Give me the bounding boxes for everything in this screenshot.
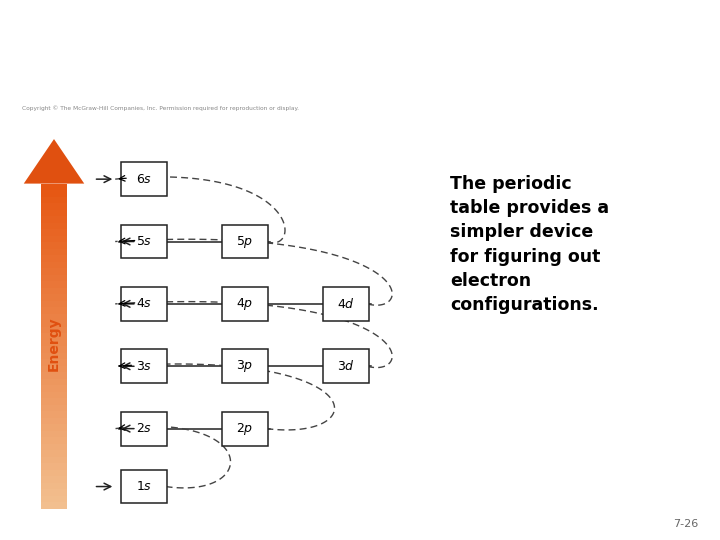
Text: 4$\it{s}$: 4$\it{s}$ [136, 298, 152, 310]
Text: Copyright © The McGraw-Hill Companies, Inc. Permission required for reproduction: Copyright © The McGraw-Hill Companies, I… [22, 106, 299, 111]
Text: 3$\it{p}$: 3$\it{p}$ [236, 358, 253, 374]
FancyBboxPatch shape [323, 287, 369, 321]
Text: 4$\it{d}$: 4$\it{d}$ [337, 297, 354, 311]
Text: 5$\it{s}$: 5$\it{s}$ [136, 235, 152, 248]
FancyBboxPatch shape [121, 287, 167, 321]
Text: 2$\it{p}$: 2$\it{p}$ [236, 421, 253, 437]
Text: The periodic
table provides a
simpler device
for figuring out
electron
configura: The periodic table provides a simpler de… [450, 175, 609, 314]
FancyBboxPatch shape [222, 411, 268, 446]
Text: 3$\it{s}$: 3$\it{s}$ [136, 360, 152, 373]
FancyBboxPatch shape [121, 411, 167, 446]
Text: Pneumonic device for electron
configurations: Pneumonic device for electron configurat… [149, 16, 571, 79]
Text: 1$\it{s}$: 1$\it{s}$ [136, 480, 152, 493]
Text: 3$\it{d}$: 3$\it{d}$ [337, 359, 354, 373]
FancyBboxPatch shape [222, 287, 268, 321]
FancyBboxPatch shape [121, 470, 167, 503]
Text: 2$\it{s}$: 2$\it{s}$ [136, 422, 152, 435]
FancyBboxPatch shape [121, 349, 167, 383]
FancyBboxPatch shape [222, 349, 268, 383]
Polygon shape [24, 139, 84, 184]
FancyBboxPatch shape [222, 225, 268, 259]
FancyBboxPatch shape [121, 162, 167, 196]
Text: 5$\it{p}$: 5$\it{p}$ [236, 233, 253, 249]
FancyBboxPatch shape [121, 225, 167, 259]
Text: Energy: Energy [47, 316, 61, 372]
FancyBboxPatch shape [323, 349, 369, 383]
Text: 4$\it{p}$: 4$\it{p}$ [236, 296, 253, 312]
Text: 6$\it{s}$: 6$\it{s}$ [136, 173, 152, 186]
Text: 7-26: 7-26 [673, 519, 698, 529]
